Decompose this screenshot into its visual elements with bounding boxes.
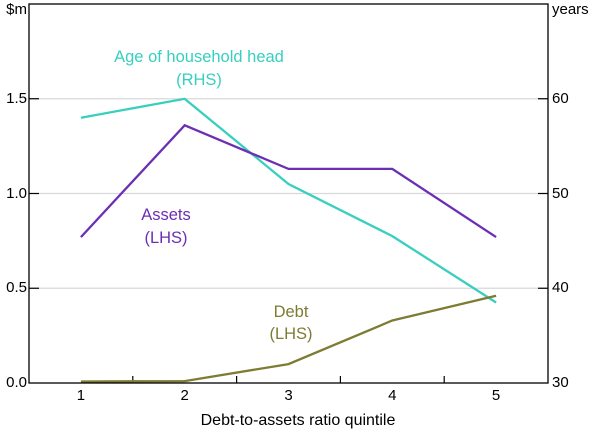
right-axis-unit-label: years — [552, 1, 589, 18]
left-axis-tick-label: 0.5 — [6, 279, 27, 297]
assets-series-label-line: (LHS) — [144, 228, 188, 247]
x-axis-tick-label: 3 — [284, 387, 293, 404]
x-axis-tick-label: 2 — [180, 387, 189, 404]
plot-frame — [28, 3, 549, 384]
left-axis-tick-label: 0.0 — [6, 374, 27, 391]
right-axis-tick-label: 50 — [552, 184, 569, 202]
right-axis-tick-label: 30 — [552, 374, 569, 391]
assets-series-label: Assets (LHS) — [16, 204, 316, 250]
assets-series-label-line: Assets — [141, 205, 191, 224]
age-line — [80, 97, 497, 304]
left-axis-tick-label: 1.0 — [6, 184, 27, 202]
left-axis-tick-label: 1.5 — [6, 89, 27, 107]
assets-line — [80, 123, 497, 239]
debt-line — [80, 294, 497, 383]
x-axis-tick-label: 5 — [491, 387, 501, 404]
x-axis-title: Debt-to-assets ratio quintile — [200, 412, 396, 429]
debt-series-label: Debt (LHS) — [141, 301, 441, 345]
x-axis-tick-label: 4 — [388, 387, 397, 404]
age-series-label-line: (RHS) — [176, 70, 222, 89]
left-axis-unit-label: $m — [6, 1, 27, 18]
debt-series-label-line: Debt — [273, 303, 309, 321]
debt-series-label-line: (LHS) — [269, 325, 313, 343]
x-axis-tick-label: 1 — [76, 387, 86, 404]
right-axis-tick-label: 60 — [552, 89, 569, 107]
age-series-label-line: Age of household head — [114, 47, 284, 66]
age-series-label: Age of household head (RHS) — [49, 46, 349, 92]
right-axis-tick-label: 40 — [552, 279, 569, 297]
